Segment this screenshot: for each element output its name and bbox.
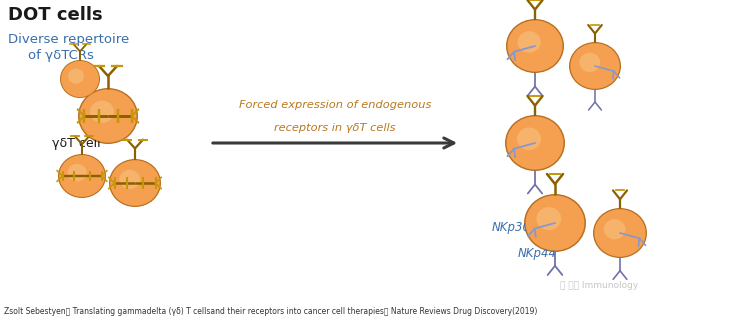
Ellipse shape — [90, 100, 114, 123]
Ellipse shape — [119, 170, 140, 189]
Ellipse shape — [526, 195, 584, 251]
Ellipse shape — [594, 209, 645, 257]
Ellipse shape — [109, 159, 161, 207]
Ellipse shape — [506, 19, 564, 73]
Ellipse shape — [524, 194, 586, 252]
Text: NKp44: NKp44 — [518, 247, 557, 259]
Ellipse shape — [570, 43, 620, 89]
Ellipse shape — [79, 90, 136, 143]
Text: NKp30: NKp30 — [492, 221, 531, 235]
Text: of γδTCRs: of γδTCRs — [28, 49, 94, 63]
Ellipse shape — [60, 60, 100, 98]
Text: Forced expression of endogenous: Forced expression of endogenous — [239, 100, 431, 110]
Ellipse shape — [569, 42, 621, 90]
Text: Diverse repertoire: Diverse repertoire — [8, 32, 129, 46]
Text: γδT cell: γδT cell — [52, 136, 100, 150]
Ellipse shape — [507, 20, 562, 72]
Ellipse shape — [68, 69, 84, 84]
Ellipse shape — [536, 207, 561, 230]
Ellipse shape — [78, 88, 138, 144]
Ellipse shape — [60, 155, 105, 197]
Ellipse shape — [505, 115, 565, 171]
Ellipse shape — [517, 31, 541, 53]
Ellipse shape — [517, 128, 541, 150]
Ellipse shape — [58, 154, 106, 198]
Text: Zsolt Sebestyen， Translating gammadelta (γδ) T cellsand their receptors into can: Zsolt Sebestyen， Translating gammadelta … — [4, 307, 538, 316]
Ellipse shape — [68, 164, 87, 181]
Ellipse shape — [579, 53, 600, 72]
Ellipse shape — [593, 208, 647, 258]
Text: DOT cells: DOT cells — [8, 6, 103, 24]
Ellipse shape — [61, 61, 99, 97]
Ellipse shape — [507, 117, 563, 169]
Text: 💬 闲谈 Immunology: 💬 闲谈 Immunology — [560, 282, 638, 291]
Text: receptors in γδT cells: receptors in γδT cells — [274, 123, 396, 133]
Ellipse shape — [604, 219, 625, 239]
Ellipse shape — [110, 160, 160, 206]
